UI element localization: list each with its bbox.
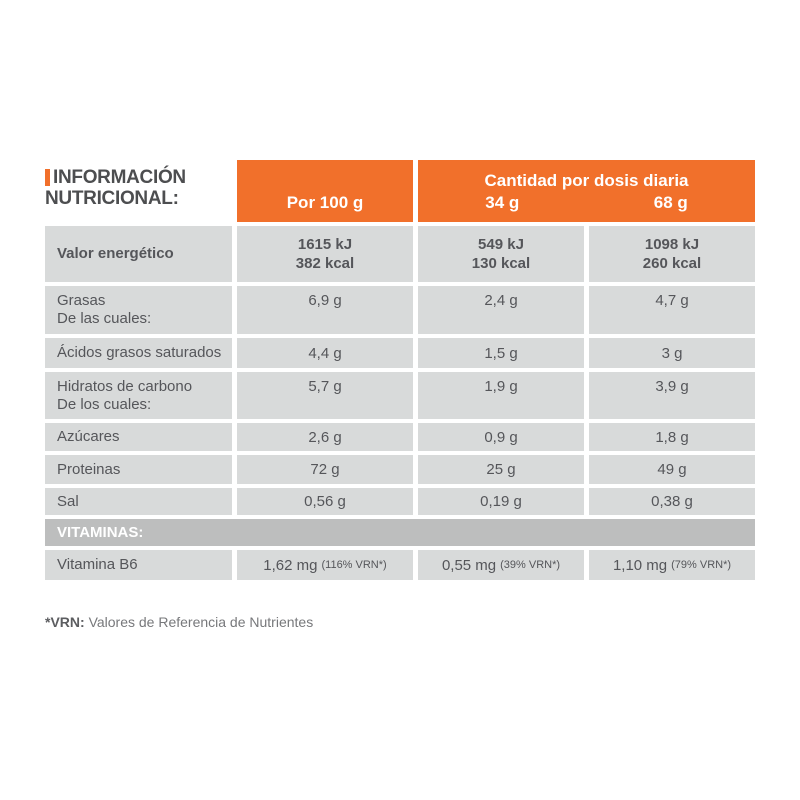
carbs-value-68g: 3,9 g	[589, 372, 755, 419]
protein-value-68g: 49 g	[589, 455, 755, 484]
carbs-value-34g: 1,9 g	[418, 372, 584, 419]
salt-value-68g: 0,38 g	[589, 488, 755, 515]
protein-value-34g: 25 g	[418, 455, 584, 484]
energy-value-68g: 1098 kJ 260 kcal	[589, 226, 755, 282]
row-label-energy: Valor energético	[45, 226, 232, 282]
saturated-value-per100: 4,4 g	[237, 338, 413, 368]
col-header-per-100g: Por 100 g	[237, 160, 413, 222]
fat-value-34g: 2,4 g	[418, 286, 584, 334]
row-label-salt: Sal	[45, 488, 232, 515]
saturated-value-34g: 1,5 g	[418, 338, 584, 368]
vrn-footnote-abbr: *VRN:	[45, 614, 85, 630]
sugars-value-34g: 0,9 g	[418, 423, 584, 451]
row-label-carbohydrates: Hidratos de carbono De los cuales:	[45, 372, 232, 419]
col-header-daily-dose: Cantidad por dosis diaria 34 g 68 g	[418, 160, 755, 222]
vrn-footnote-text: Valores de Referencia de Nutrientes	[88, 614, 314, 630]
vrn-footnote: *VRN: Valores de Referencia de Nutriente…	[45, 614, 313, 630]
fat-value-per100: 6,9 g	[237, 286, 413, 334]
vitamin-b6-value-68g: 1,10 mg (79% VRN*)	[589, 550, 755, 580]
energy-value-34g: 549 kJ 130 kcal	[418, 226, 584, 282]
col-header-dose-68g: 68 g	[653, 193, 688, 212]
salt-value-34g: 0,19 g	[418, 488, 584, 515]
row-label-vitamin-b6: Vitamina B6	[45, 550, 232, 580]
sugars-value-per100: 2,6 g	[237, 423, 413, 451]
daily-dose-columns: 34 g 68 g	[418, 193, 755, 213]
vitamins-section-header: VITAMINAS:	[45, 519, 755, 546]
row-label-saturated-fat: Ácidos grasos saturados	[45, 338, 232, 368]
vitamin-b6-value-per100: 1,62 mg (116% VRN*)	[237, 550, 413, 580]
sugars-value-68g: 1,8 g	[589, 423, 755, 451]
table-title-line1-wrap: INFORMACIÓN	[45, 167, 232, 188]
fat-value-68g: 4,7 g	[589, 286, 755, 334]
nutrition-table: INFORMACIÓN NUTRICIONAL: Por 100 g Canti…	[45, 160, 755, 580]
table-title-line1: INFORMACIÓN	[53, 167, 186, 188]
saturated-value-68g: 3 g	[589, 338, 755, 368]
row-label-protein: Proteinas	[45, 455, 232, 484]
col-header-dose-34g: 34 g	[485, 193, 520, 212]
vitamin-b6-value-34g: 0,55 mg (39% VRN*)	[418, 550, 584, 580]
table-title: INFORMACIÓN NUTRICIONAL:	[45, 160, 232, 222]
table-title-line2: NUTRICIONAL:	[45, 188, 179, 209]
row-label-sugars: Azúcares	[45, 423, 232, 451]
row-label-fat: Grasas De las cuales:	[45, 286, 232, 334]
orange-accent-bar	[45, 169, 50, 186]
salt-value-per100: 0,56 g	[237, 488, 413, 515]
col-header-per-100g-label: Por 100 g	[286, 193, 364, 212]
daily-dose-title: Cantidad por dosis diaria	[484, 171, 689, 190]
carbs-value-per100: 5,7 g	[237, 372, 413, 419]
energy-value-per100: 1615 kJ 382 kcal	[237, 226, 413, 282]
protein-value-per100: 72 g	[237, 455, 413, 484]
